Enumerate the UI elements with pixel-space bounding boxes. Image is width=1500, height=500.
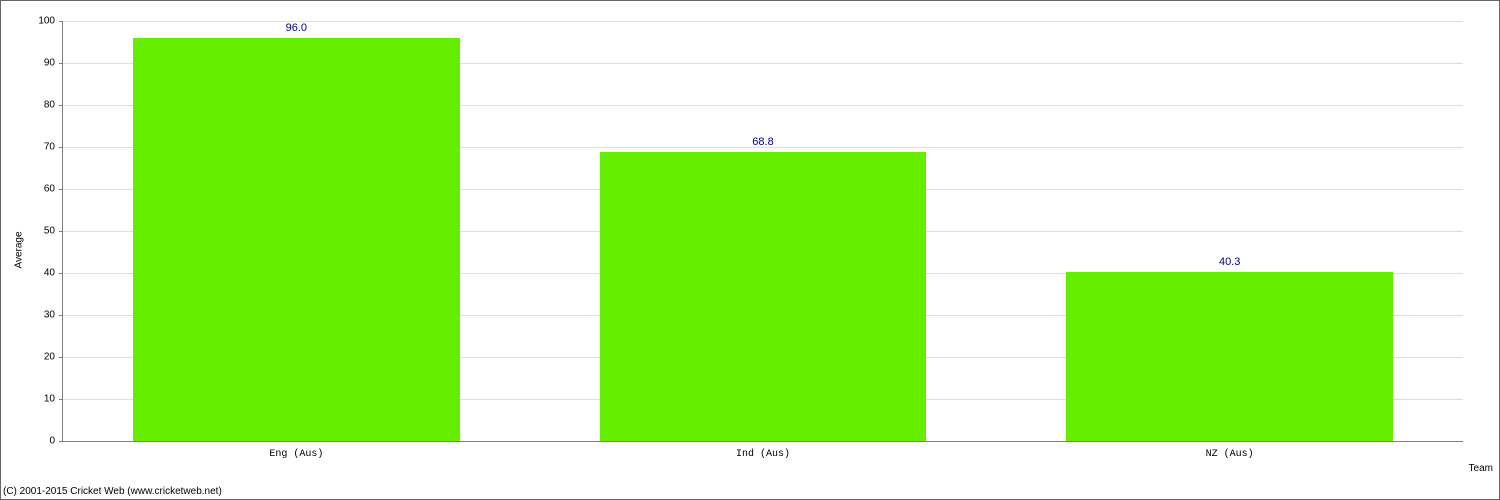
y-tick-label: 50 (44, 226, 63, 237)
chart-container: Average Team 010203040506070809010096.0E… (0, 0, 1500, 500)
copyright-footer: (C) 2001-2015 Cricket Web (www.cricketwe… (3, 486, 222, 497)
bar: 68.8 (600, 152, 927, 441)
bar-value-label: 40.3 (1219, 256, 1240, 272)
y-tick-label: 80 (44, 100, 63, 111)
x-axis-title: Team (1469, 463, 1493, 474)
bar: 96.0 (133, 38, 460, 441)
x-tick-label: Ind (Aus) (736, 441, 790, 460)
bar-value-label: 68.8 (752, 136, 773, 152)
y-tick-label: 70 (44, 142, 63, 153)
grid-line (63, 21, 1463, 22)
y-tick-label: 10 (44, 394, 63, 405)
y-tick-label: 90 (44, 58, 63, 69)
plot-area: 010203040506070809010096.0Eng (Aus)68.8I… (63, 21, 1463, 441)
y-axis-title: Average (14, 231, 25, 268)
y-tick-label: 30 (44, 310, 63, 321)
y-tick-label: 100 (38, 16, 63, 27)
y-tick-label: 60 (44, 184, 63, 195)
y-tick-label: 40 (44, 268, 63, 279)
bar: 40.3 (1066, 272, 1393, 441)
bar-value-label: 96.0 (286, 22, 307, 38)
y-tick-label: 20 (44, 352, 63, 363)
x-tick-label: NZ (Aus) (1206, 441, 1254, 460)
y-tick-label: 0 (49, 436, 63, 447)
x-tick-label: Eng (Aus) (269, 441, 323, 460)
